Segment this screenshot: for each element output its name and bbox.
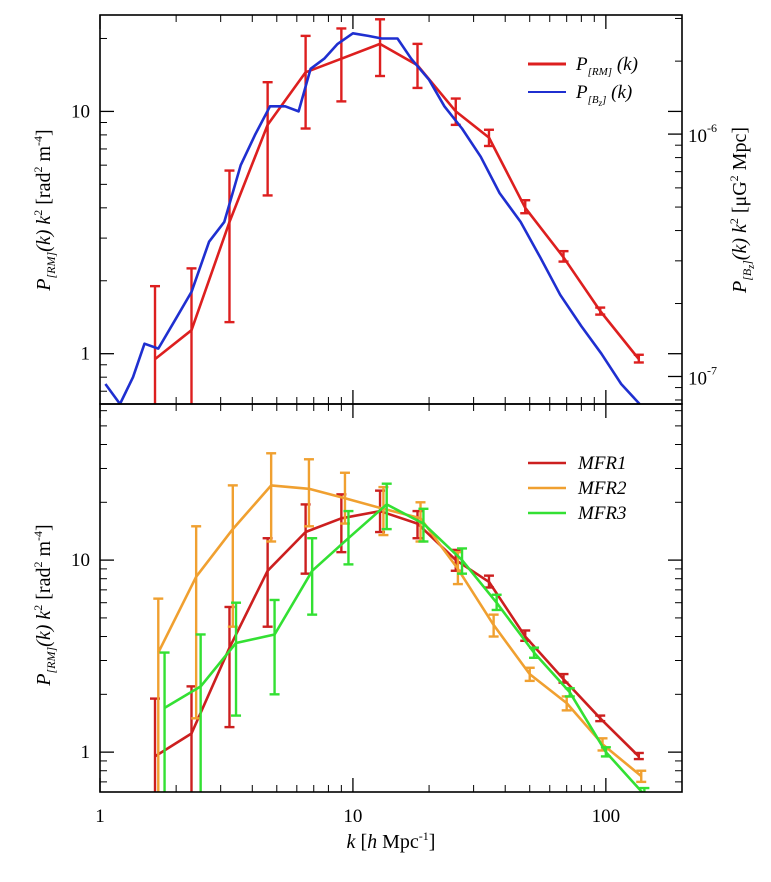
legend: MFR1 MFR2 MFR3 xyxy=(528,453,627,524)
series-line xyxy=(104,31,642,404)
label-part: P xyxy=(575,54,588,75)
legend-entry: MFR3 xyxy=(528,503,627,524)
label-part: Mpc] xyxy=(729,127,751,175)
label-part: -4 xyxy=(31,136,45,146)
label-part: m xyxy=(33,541,55,562)
label-part: 2 xyxy=(727,175,741,181)
legend-label: MFR2 xyxy=(577,478,627,499)
legend-label: P[Bz] (k) xyxy=(575,82,632,108)
legend-entry: P[RM] (k) xyxy=(528,54,638,78)
series-line xyxy=(163,503,644,792)
x-tick-label: 100 xyxy=(592,806,621,827)
label-part: 2 xyxy=(31,210,45,216)
series-line xyxy=(154,42,640,361)
legend-label: P[RM] (k) xyxy=(575,54,638,78)
label-part: (k) k xyxy=(729,223,751,260)
label-part: Mpc xyxy=(377,831,419,853)
label-part: 2 xyxy=(31,562,45,568)
legend-label: MFR3 xyxy=(577,503,627,524)
label-part: (k) xyxy=(612,54,638,75)
label-part: -6 xyxy=(707,121,717,135)
x-tick-label: 10 xyxy=(343,806,362,827)
plot-area xyxy=(104,18,644,404)
label-part: k xyxy=(347,831,357,853)
label-part: ] xyxy=(33,524,55,531)
y2-tick-label: 10-6 xyxy=(688,121,717,147)
plot-frame xyxy=(99,403,683,793)
label-part: z xyxy=(598,98,603,108)
series-mfr2 xyxy=(153,452,647,792)
y-tick-label: 10 xyxy=(71,101,90,122)
legend-label: MFR1 xyxy=(577,453,627,474)
label-part: -7 xyxy=(707,363,717,377)
label-part: m xyxy=(33,146,55,167)
x-axis-label: k [h Mpc-1] xyxy=(347,829,436,853)
x-tick-label: 1 xyxy=(95,806,105,827)
label-part: ] xyxy=(429,831,436,853)
label-part: [RM] xyxy=(44,251,58,278)
label-part: [B xyxy=(740,268,754,281)
label-part: 10 xyxy=(688,126,707,147)
label-part: (k) k xyxy=(33,215,55,252)
label-part: [B xyxy=(588,94,599,106)
label-part: P xyxy=(33,278,55,291)
label-part: ] xyxy=(601,94,606,106)
label-part: [RM] xyxy=(44,646,58,673)
label-part: z xyxy=(746,265,757,270)
label-part: (k) xyxy=(606,82,632,103)
legend: P[RM] (k)P[Bz] (k) xyxy=(528,54,638,108)
y-tick-label: 1 xyxy=(81,742,91,763)
label-part: P xyxy=(33,673,55,686)
label-part: P xyxy=(575,82,588,103)
legend-entry: MFR2 xyxy=(528,478,627,499)
label-part: 2 xyxy=(31,167,45,173)
series-p-rm-k- xyxy=(150,18,644,404)
label-part: -1 xyxy=(419,829,429,843)
label-part: P xyxy=(729,281,751,294)
label-part: ] xyxy=(33,129,55,136)
y2-tick-label: 10-7 xyxy=(688,363,717,389)
series-mfr3 xyxy=(159,482,650,792)
y-axis-label: P[RM](k) k2 [rad2 m-4] xyxy=(31,524,58,686)
series-p-bz-k- xyxy=(104,31,642,404)
label-part: [rad xyxy=(33,173,55,210)
series-line xyxy=(157,484,643,778)
y-tick-label: 10 xyxy=(71,550,90,571)
label-part: 2 xyxy=(31,605,45,611)
label-part: 2 xyxy=(727,218,741,224)
label-part: [RM] xyxy=(588,66,612,78)
label-part: -4 xyxy=(31,531,45,541)
series-line xyxy=(154,509,640,758)
label-part: [ xyxy=(355,831,367,853)
label-part: 10 xyxy=(688,368,707,389)
label-part: (k) k xyxy=(33,610,55,647)
y-axis-label: P[RM](k) k2 [rad2 m-4] xyxy=(31,129,58,291)
label-part: [rad xyxy=(33,568,55,605)
legend-entry: MFR1 xyxy=(528,453,627,474)
label-part: h xyxy=(367,831,377,853)
label-part: [μG xyxy=(729,181,751,218)
y-tick-label: 1 xyxy=(81,344,91,365)
plot-area xyxy=(150,452,650,792)
y2-axis-label: P[Bz](k) k2 [μG2 Mpc] xyxy=(727,127,757,294)
legend-entry: P[Bz] (k) xyxy=(528,82,632,108)
label-part: ] xyxy=(740,260,754,266)
